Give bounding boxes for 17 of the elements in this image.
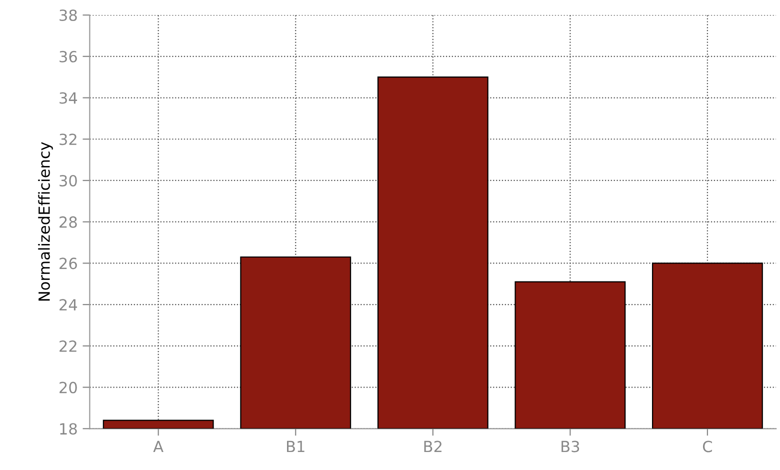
x-tick-label: B1 <box>287 440 304 452</box>
y-tick-label: 22 <box>60 340 76 352</box>
y-tick-label: 36 <box>60 50 77 62</box>
y-tick-label: 38 <box>60 10 77 22</box>
y-tick-label: 32 <box>60 134 76 146</box>
y-tick-label: 26 <box>60 258 77 270</box>
y-tick-label: 18 <box>60 423 77 435</box>
y-tick-label: 30 <box>60 174 77 186</box>
x-tick-label: A <box>153 440 164 452</box>
x-tick-label: B2 <box>424 440 442 452</box>
y-tick-label: 24 <box>60 299 78 310</box>
x-tick-label: B3 <box>562 440 580 452</box>
x-tick-label: C <box>702 440 712 452</box>
y-axis-title: NormalizedEfficiency <box>38 142 53 301</box>
y-tick-label: 28 <box>60 216 77 228</box>
y-tick-label: 20 <box>60 382 77 394</box>
y-tick-label: 34 <box>60 92 78 104</box>
